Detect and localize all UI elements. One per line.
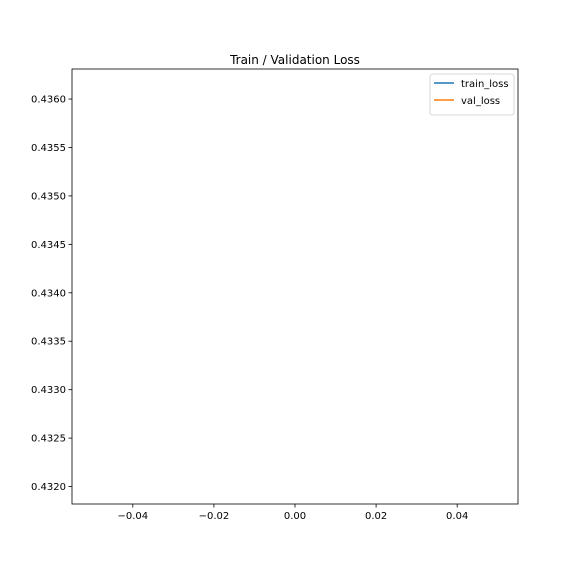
y-tick-label: 0.4355 [31,143,66,154]
y-tick-label: 0.4320 [31,482,66,493]
y-axis-ticks: 0.4320 0.4325 0.4330 0.4335 0.4340 0.4345 0.43… [31,95,72,493]
y-tick-label: 0.4360 [31,95,66,106]
y-tick-label: 0.4350 [31,191,66,202]
x-tick-label: 0.00 [284,511,306,522]
y-tick-label: 0.4340 [31,288,66,299]
legend-label-val_loss: val_loss [461,96,500,107]
y-tick-label: 0.4345 [31,240,66,251]
x-tick-label: −0.04 [117,511,148,522]
legend: train_loss val_loss [429,73,515,116]
x-tick-label: 0.02 [365,511,387,522]
legend-frame [429,73,515,116]
y-tick-label: 0.4330 [31,385,66,396]
axes-frame [71,68,519,505]
y-tick-label: 0.4335 [31,337,66,348]
chart-title: Train / Validation Loss [229,53,360,67]
x-tick-label: 0.04 [446,511,468,522]
y-tick-label: 0.4325 [31,434,66,445]
x-axis-ticks: −0.04 −0.02 0.00 0.02 0.04 [117,504,468,522]
x-tick-label: −0.02 [199,511,230,522]
legend-label-train_loss: train_loss [461,79,509,90]
